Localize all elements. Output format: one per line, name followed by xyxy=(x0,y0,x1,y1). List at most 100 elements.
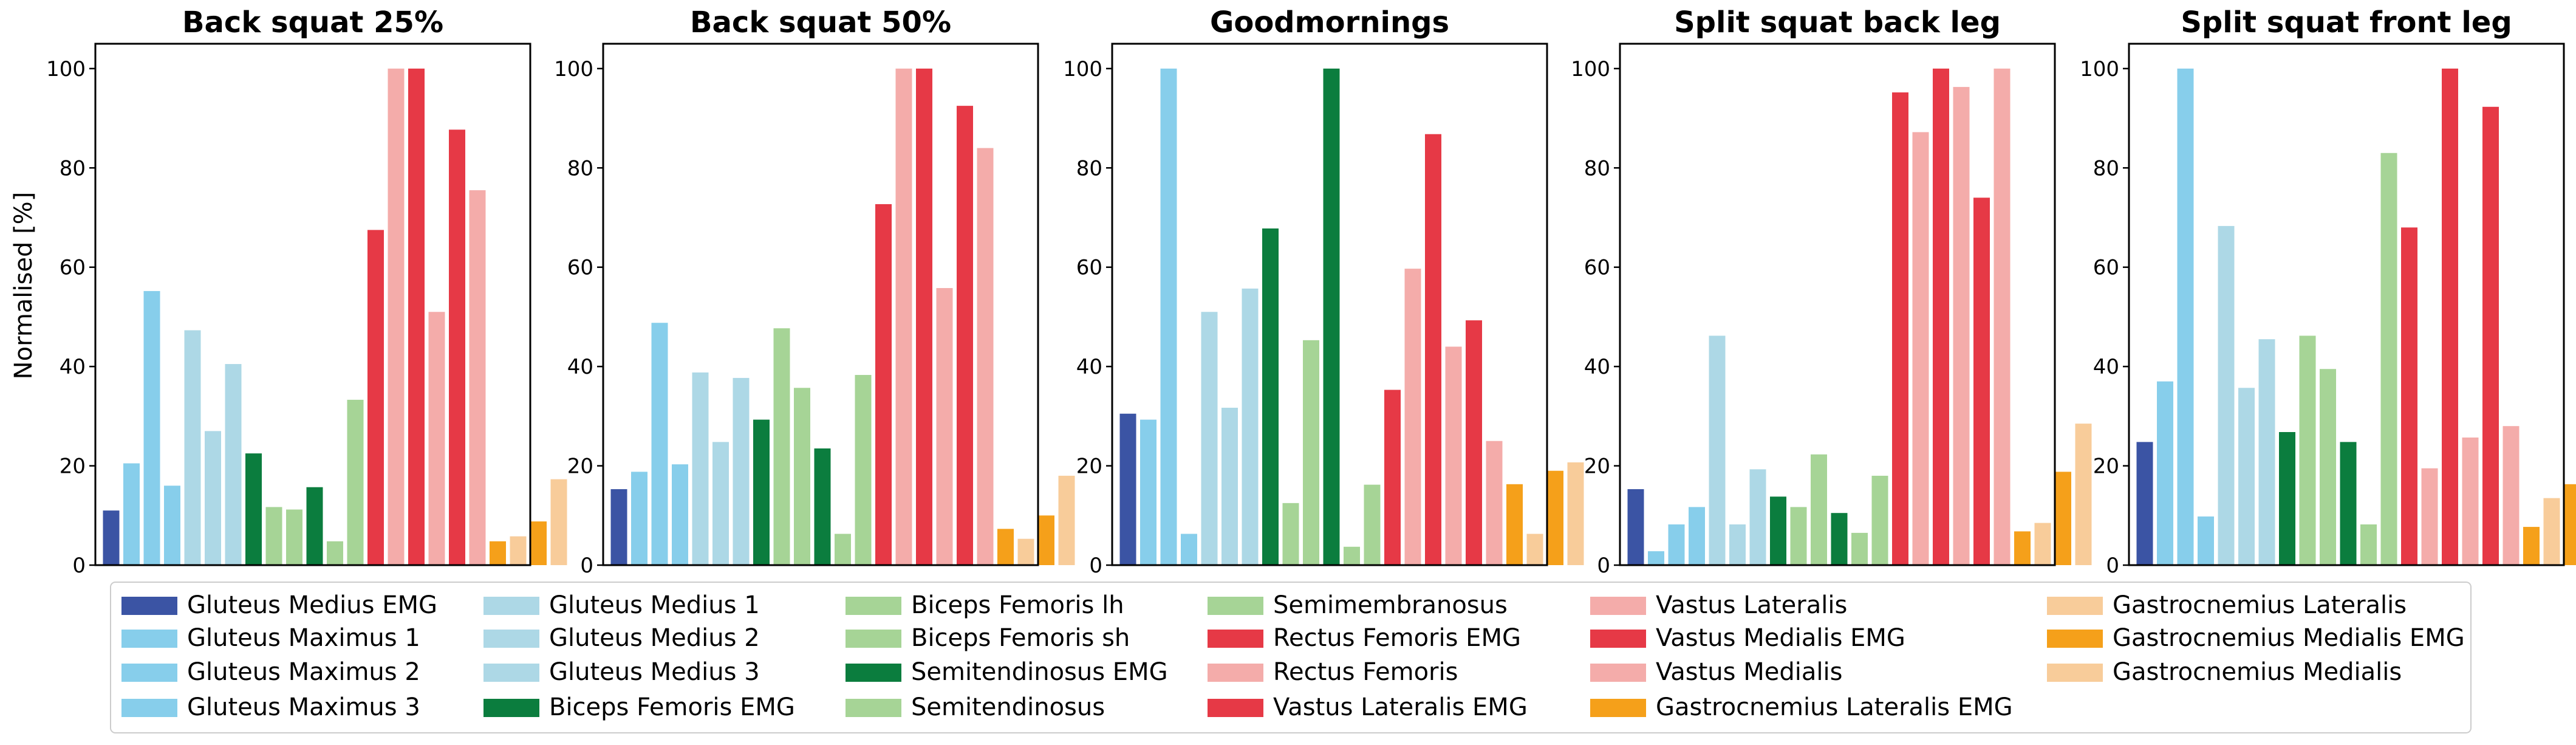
legend-label: Rectus Femoris xyxy=(1273,658,1458,686)
bar-gluteus-medius-3 xyxy=(1242,288,1259,565)
bar-gluteus-maximus-2 xyxy=(1668,524,1685,565)
bar-gluteus-medius-1 xyxy=(1709,335,1726,565)
axes-frame xyxy=(1111,43,1548,566)
bar-vastus-medialis xyxy=(1486,441,1503,565)
bar-vastus-medialis xyxy=(469,190,486,565)
bar-gluteus-maximus-2 xyxy=(143,290,160,565)
legend-frame xyxy=(110,582,2472,733)
bar-semitendinosus xyxy=(1344,546,1360,565)
bar-gluteus-maximus-3 xyxy=(2198,516,2214,565)
bar-biceps-femoris-lh xyxy=(1282,503,1299,565)
panels-layer: 0 20 40 60 80 100 Back squat 25% 0 20 40 60 80 100 Ba… xyxy=(46,5,2576,578)
legend-swatch xyxy=(483,664,539,682)
bar-gastrocnemius-medialis xyxy=(1567,462,1584,565)
bar-vastus-lateralis xyxy=(1953,87,1970,565)
legend-swatch xyxy=(121,699,177,717)
bar-gluteus-maximus-1 xyxy=(1648,551,1664,565)
legend-swatch xyxy=(1590,699,1646,717)
bar-gastrocnemius-medialis xyxy=(1058,475,1075,565)
legend-swatch xyxy=(1208,597,1263,615)
y-tick-label: 0 xyxy=(1597,554,1610,578)
y-tick-label: 0 xyxy=(1089,554,1102,578)
y-axis-label: Normalised [%] xyxy=(10,192,38,380)
y-tick-label: 60 xyxy=(60,256,86,280)
bar-gluteus-medius-3 xyxy=(225,364,242,565)
bar-semimembranosus xyxy=(2380,153,2397,565)
panel-title: Split squat back leg xyxy=(1674,5,2001,39)
legend-label: Biceps Femoris lh xyxy=(911,591,1124,619)
bar-biceps-femoris-emg xyxy=(753,419,770,565)
bar-gluteus-medius-2 xyxy=(1729,524,1746,565)
panel-title: Goodmornings xyxy=(1210,5,1449,39)
y-tick-label: 80 xyxy=(567,156,593,180)
bar-semitendinosus-emg xyxy=(814,448,831,565)
y-tick-label: 60 xyxy=(1076,256,1102,280)
bar-gluteus-maximus-3 xyxy=(1181,534,1197,565)
bar-gluteus-maximus-2 xyxy=(2177,68,2194,566)
legend-swatch xyxy=(121,597,177,615)
legend-label: Vastus Lateralis xyxy=(1656,591,1847,619)
bar-gastrocnemius-lateralis xyxy=(2034,523,2051,565)
bar-gluteus-medius-emg xyxy=(103,510,120,565)
axes-frame xyxy=(2128,43,2565,566)
bar-biceps-femoris-emg xyxy=(245,453,262,565)
legend-swatch xyxy=(2047,664,2103,682)
legend-label: Gastrocnemius Lateralis EMG xyxy=(1656,693,2013,721)
legend-label: Gastrocnemius Medialis xyxy=(2113,658,2402,686)
bar-biceps-femoris-sh xyxy=(1303,340,1319,565)
bar-rectus-femoris-emg xyxy=(1384,390,1401,565)
y-tick-label: 80 xyxy=(1584,156,1610,180)
bar-rectus-femoris xyxy=(1404,269,1421,565)
legend-item: Semitendinosus EMG xyxy=(846,658,1168,686)
legend-item: Gluteus Maximus 3 xyxy=(121,693,420,721)
legend-item: Vastus Medialis xyxy=(1590,658,1842,686)
bar-vastus-medialis-emg xyxy=(1466,320,1482,565)
bar-vastus-lateralis-emg xyxy=(916,68,932,566)
y-tick-label: 0 xyxy=(2106,554,2119,578)
legend-item: Rectus Femoris xyxy=(1208,658,1458,686)
bar-semimembranosus xyxy=(347,399,364,565)
legend-swatch xyxy=(483,597,539,615)
y-tick-label: 100 xyxy=(46,57,86,81)
bar-biceps-femoris-lh xyxy=(2299,335,2316,565)
bar-semitendinosus xyxy=(1851,532,1868,565)
bar-vastus-lateralis-emg xyxy=(1933,68,1949,566)
legend-item: Semitendinosus xyxy=(846,693,1105,721)
legend-item: Gastrocnemius Medialis xyxy=(2047,658,2402,686)
bar-vastus-lateralis xyxy=(2462,437,2479,565)
bar-biceps-femoris-emg xyxy=(1770,496,1786,565)
bar-rectus-femoris-emg xyxy=(2401,227,2417,565)
bar-rectus-femoris-emg xyxy=(1892,92,1908,565)
bar-biceps-femoris-lh xyxy=(1790,507,1807,565)
legend-swatch xyxy=(121,630,177,648)
legend-label: Semitendinosus EMG xyxy=(911,658,1168,686)
y-tick-label: 60 xyxy=(1584,256,1610,280)
legend-item: Biceps Femoris lh xyxy=(846,591,1124,619)
legend-swatch xyxy=(1590,597,1646,615)
y-tick-label: 60 xyxy=(567,256,593,280)
bar-rectus-femoris xyxy=(1912,132,1929,566)
y-tick-label: 20 xyxy=(567,455,593,479)
legend-label: Gluteus Maximus 1 xyxy=(187,624,420,652)
y-tick-label: 0 xyxy=(580,554,593,578)
y-tick-label: 80 xyxy=(60,156,86,180)
legend-label: Vastus Medialis xyxy=(1656,658,1842,686)
legend-swatch xyxy=(846,630,901,648)
legend-swatch xyxy=(121,664,177,682)
bar-gluteus-maximus-1 xyxy=(631,472,647,565)
bar-gluteus-maximus-1 xyxy=(1140,419,1156,565)
y-tick-label: 40 xyxy=(2093,355,2119,379)
legend-item: Gastrocnemius Medialis EMG xyxy=(2047,624,2465,652)
legend-swatch xyxy=(1208,664,1263,682)
bar-gastrocnemius-lateralis xyxy=(1017,538,1034,565)
bar-gastrocnemius-lateralis-emg xyxy=(1506,484,1523,565)
legend-swatch xyxy=(2047,630,2103,648)
legend-swatch xyxy=(846,664,901,682)
bar-vastus-lateralis-emg xyxy=(1425,134,1441,566)
bar-semimembranosus xyxy=(1871,475,1888,565)
bar-biceps-femoris-emg xyxy=(2279,432,2295,565)
legend-label: Gastrocnemius Lateralis xyxy=(2113,591,2407,619)
legend-item: Semimembranosus xyxy=(1208,591,1508,619)
legend-swatch xyxy=(1590,630,1646,648)
